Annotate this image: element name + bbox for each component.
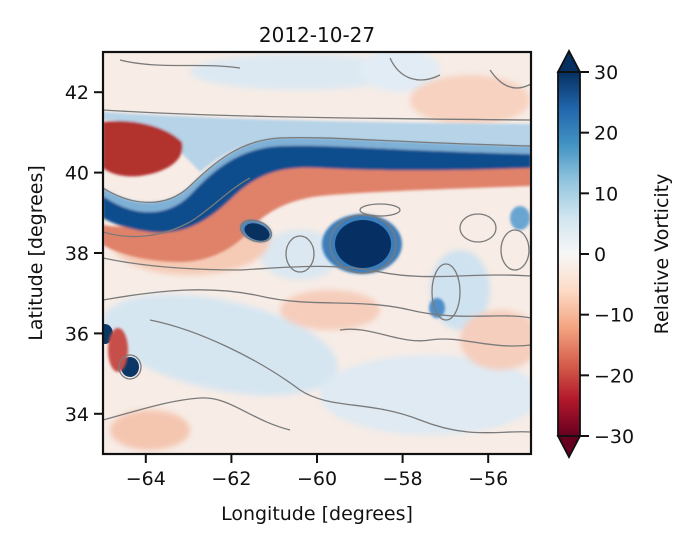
colorbar-tick-label: 10	[594, 183, 618, 205]
small-positive-eddy	[244, 223, 270, 241]
contour-line	[103, 177, 251, 238]
weak-negative-patch	[280, 290, 380, 330]
contour-line	[103, 257, 531, 278]
zero-contours	[103, 57, 531, 434]
contour-line	[119, 59, 241, 69]
jet-negative-flank	[103, 163, 531, 262]
contour-ring	[431, 263, 461, 321]
negative-patch-sw	[108, 328, 128, 372]
colorbar-extend-bottom	[556, 435, 582, 459]
weak-positive-patch	[103, 294, 338, 396]
x-tick-label: −60	[297, 468, 337, 490]
contour-ring	[285, 235, 315, 273]
y-tick-label: 40	[65, 163, 89, 185]
colorbar-tick-label: −20	[594, 365, 634, 387]
weak-negative-patch	[410, 75, 530, 125]
weak-negative-patch	[460, 310, 531, 370]
colorbar: −30 −20 −10 0 10 20 30 Relative Vorticity	[556, 49, 673, 459]
y-axis: 34 36 38 40 42	[65, 82, 103, 426]
y-tick-label: 34	[65, 404, 89, 426]
colorbar-label: Relative Vorticity	[651, 174, 673, 335]
x-tick-label: −62	[211, 468, 251, 490]
colorbar-tick-label: 0	[594, 244, 606, 266]
chart-title: 2012-10-27	[259, 23, 375, 47]
eddies	[103, 206, 530, 377]
colorbar-body	[558, 72, 580, 436]
jet-positive-band	[103, 145, 531, 233]
contour-ring	[359, 203, 401, 217]
y-tick-label: 38	[65, 243, 89, 265]
y-tick-label: 42	[65, 82, 89, 104]
contour-line	[489, 69, 531, 89]
contour-line	[103, 397, 291, 431]
colorbar-ticks: −30 −20 −10 0 10 20 30	[580, 62, 634, 448]
contour-ring	[329, 214, 397, 274]
contour-line	[103, 289, 531, 319]
contour-ring	[239, 219, 273, 243]
x-axis: −64 −62 −60 −58 −56	[126, 454, 508, 490]
x-tick-label: −58	[383, 468, 423, 490]
contour-line	[149, 319, 531, 434]
y-tick-label: 36	[65, 323, 89, 345]
x-axis-label: Longitude [degrees]	[221, 503, 413, 525]
colorbar-extend-top	[556, 49, 582, 73]
colorbar-tick-label: 30	[594, 62, 618, 84]
x-tick-label: −64	[126, 468, 166, 490]
jet-northern-shelf	[103, 112, 531, 172]
weak-positive-patch	[190, 54, 410, 90]
x-tick-label: −56	[468, 468, 508, 490]
weak-negative-patch	[110, 410, 190, 450]
contour-line	[389, 57, 441, 81]
colorbar-tick-label: 20	[594, 123, 618, 145]
contour-line	[103, 109, 531, 121]
east-positive-spot	[510, 206, 530, 230]
contour-line	[339, 328, 531, 347]
contour-ring	[459, 213, 497, 243]
contour-ring	[500, 229, 530, 271]
cold-core-ring	[335, 220, 391, 268]
contour-ring	[118, 354, 142, 380]
colorbar-tick-label: −10	[594, 305, 634, 327]
jet-negative-north-west	[103, 120, 183, 177]
weak-positive-patch	[320, 355, 531, 435]
plot-area	[103, 52, 531, 454]
contour-line	[103, 136, 531, 203]
colorbar-tick-label: −30	[594, 426, 634, 448]
y-axis-label: Latitude [degrees]	[25, 165, 47, 341]
